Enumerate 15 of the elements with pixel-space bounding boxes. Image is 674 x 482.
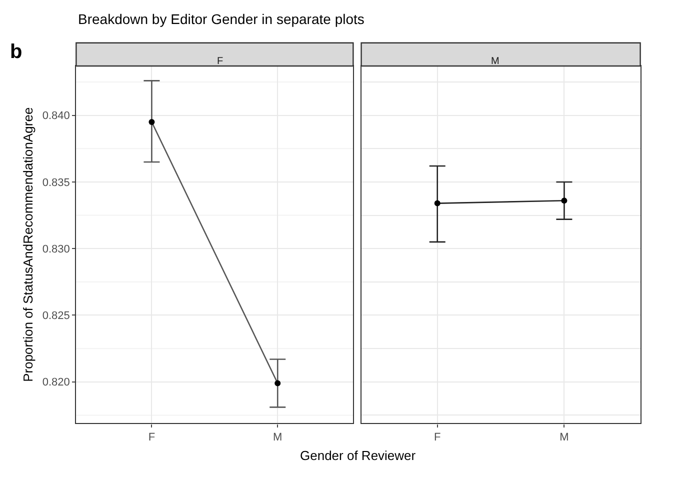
y-tick-label: 0.820 [42,376,70,389]
x-tick-label: M [273,431,282,444]
x-axis-title: Gender of Reviewer [300,448,416,463]
text: Breakdown by Editor Gender in separate plots [78,11,364,27]
x-tick-label: F [434,431,441,444]
y-tick-label: 0.825 [42,310,70,322]
chart-title: F [217,56,224,67]
y-tick-label: 0.830 [42,243,70,256]
y-axis-title: Proportion of StatusAndRecommendationAgree [20,107,36,382]
y-tick-label: 0.835 [42,176,70,189]
chart-title: M [491,56,500,67]
x-tick-label: M [560,431,569,444]
x-tick-label: F [148,431,156,444]
y-tick-label: 0.840 [42,110,70,122]
text: b [10,41,22,63]
